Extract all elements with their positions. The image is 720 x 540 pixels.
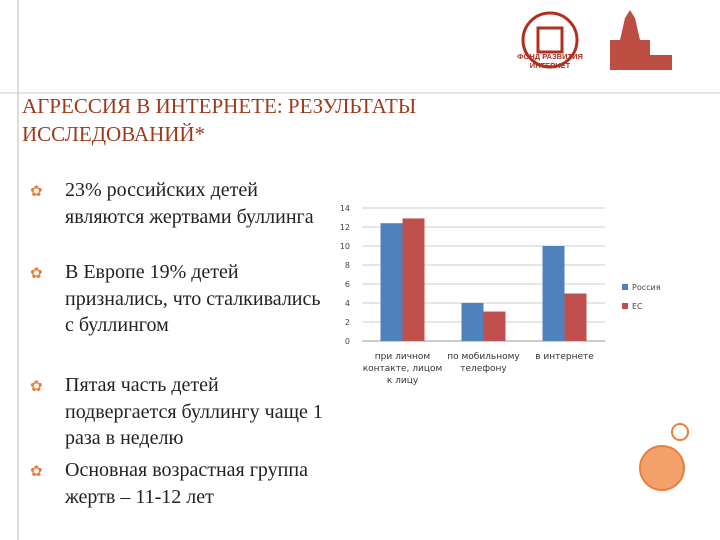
logo-building (610, 10, 672, 70)
legend-label: ЕС (632, 302, 643, 311)
x-tick-label: при личном контакте, лицом к лицу (362, 352, 443, 386)
bar (461, 303, 484, 341)
y-tick-label: 14 (340, 204, 350, 213)
bullet-text: Пятая часть детей подвергается буллингу … (65, 374, 323, 449)
y-tick-label: 12 (340, 223, 350, 232)
logo-emblem (521, 11, 579, 69)
legend-swatch (622, 284, 628, 290)
bullet-text: 23% российских детей являются жертвами б… (65, 179, 314, 228)
bar (542, 246, 565, 341)
bar (483, 311, 506, 341)
y-tick-label: 0 (345, 337, 350, 346)
chart: 0 2 4 6 8 10 12 14 Россия ЕС (340, 204, 661, 346)
bullet-marker: ✿ (30, 264, 43, 282)
bullet-marker: ✿ (30, 462, 43, 480)
y-tick-label: 2 (345, 318, 350, 327)
x-tick-label: по мобильному телефону (447, 352, 520, 374)
logo-emblem (536, 26, 564, 54)
bullet-text: Основная возрастная группа жертв – 11-12… (65, 459, 308, 508)
legend-label: Россия (632, 283, 661, 292)
bullet-marker: ✿ (30, 182, 43, 200)
decor-circle (639, 445, 685, 491)
bar (564, 293, 587, 341)
bar (380, 223, 403, 341)
slide-title: АГРЕССИЯ В ИНТЕРНЕТЕ: РЕЗУЛЬТАТЫ ИССЛЕДО… (22, 94, 417, 146)
y-tick-label: 8 (345, 261, 350, 270)
legend-swatch (622, 303, 628, 309)
logo-text: ФОНД РАЗВИТИЯ ИНТЕРНЕТ (517, 52, 583, 70)
y-tick-label: 10 (340, 242, 350, 251)
bullet-marker: ✿ (30, 377, 43, 395)
y-tick-label: 4 (345, 299, 350, 308)
decor-circle (671, 423, 689, 441)
y-tick-label: 6 (345, 280, 350, 289)
bar (402, 218, 425, 341)
x-tick-label: в интернете (535, 352, 594, 362)
bullet-text: В Европе 19% детей признались, что сталк… (65, 261, 321, 336)
